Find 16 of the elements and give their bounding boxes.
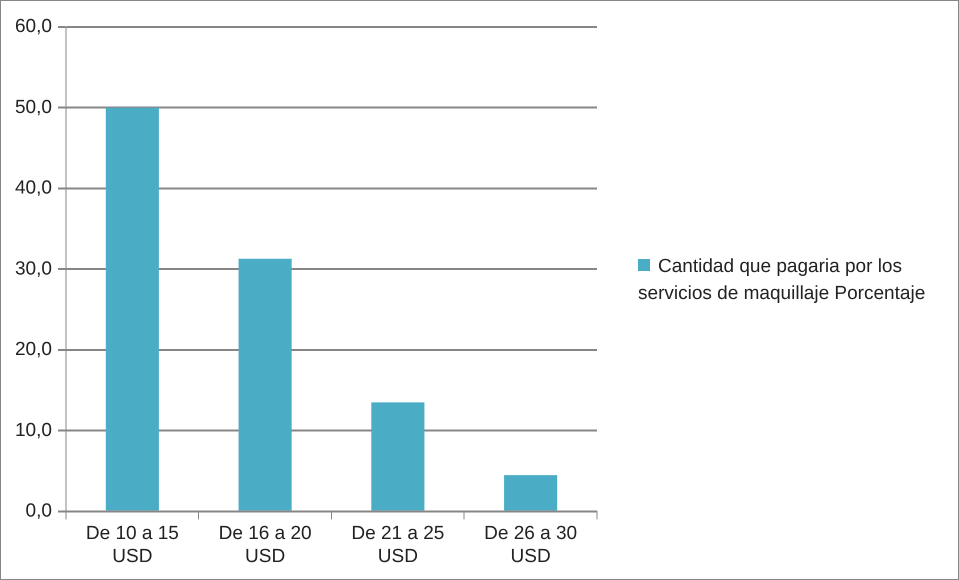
y-tick-label: 50,0 [14, 96, 52, 118]
bar [238, 258, 292, 510]
x-tick-label: De 16 a 20 USD [218, 523, 312, 567]
y-tick-label: 30,0 [14, 258, 52, 280]
y-tick-label: 60,0 [14, 16, 52, 38]
bar [106, 108, 159, 510]
y-tick-label: 0,0 [26, 500, 52, 522]
y-tick-label: 20,0 [14, 339, 52, 360]
x-tick-label: De 10 a 15 USD [86, 523, 179, 567]
bar [371, 402, 424, 510]
legend-label: Cantidad que pagaria por los servicios de maquillaje Porcentaje [638, 255, 926, 306]
bar [504, 475, 558, 510]
y-tick-label: 10,0 [14, 420, 52, 441]
y-tick-label: 40,0 [14, 178, 52, 199]
x-tick-label: De 26 a 30 USD [484, 523, 578, 567]
x-tick-label: De 21 a 25 USD [351, 523, 444, 567]
